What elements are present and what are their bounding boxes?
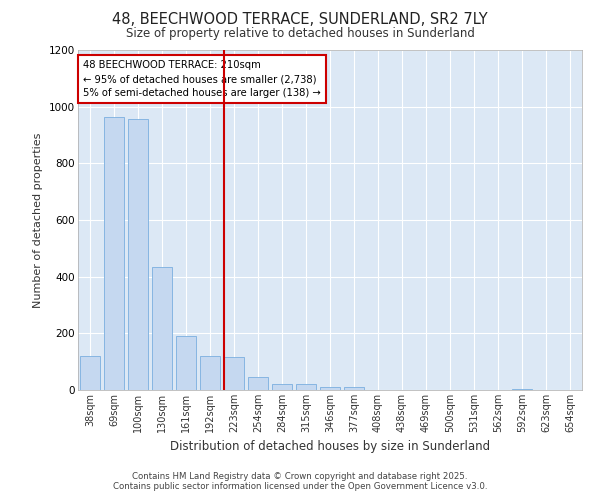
Bar (200, 356, 220, 390)
X-axis label: Distribution of detached houses by size in Sunderland: Distribution of detached houses by size … (170, 440, 490, 454)
Bar (128, 120, 148, 390)
Bar (512, 388, 532, 390)
Text: 48 BEECHWOOD TERRACE: 210sqm
← 95% of detached houses are smaller (2,738)
5% of : 48 BEECHWOOD TERRACE: 210sqm ← 95% of de… (83, 60, 321, 98)
Bar (80, 356, 100, 390)
Text: 48, BEECHWOOD TERRACE, SUNDERLAND, SR2 7LY: 48, BEECHWOOD TERRACE, SUNDERLAND, SR2 7… (112, 12, 488, 28)
Text: Size of property relative to detached houses in Sunderland: Size of property relative to detached ho… (125, 28, 475, 40)
Bar (248, 377, 268, 390)
Bar (320, 387, 340, 390)
Bar (152, 267, 172, 390)
Y-axis label: Number of detached properties: Number of detached properties (34, 132, 43, 308)
Text: Contains public sector information licensed under the Open Government Licence v3: Contains public sector information licen… (113, 482, 487, 491)
Bar (176, 336, 196, 390)
Bar (272, 384, 292, 390)
Text: Contains HM Land Registry data © Crown copyright and database right 2025.: Contains HM Land Registry data © Crown c… (132, 472, 468, 481)
Bar (104, 116, 124, 390)
Bar (344, 387, 364, 390)
Bar (296, 384, 316, 390)
Bar (224, 358, 244, 390)
